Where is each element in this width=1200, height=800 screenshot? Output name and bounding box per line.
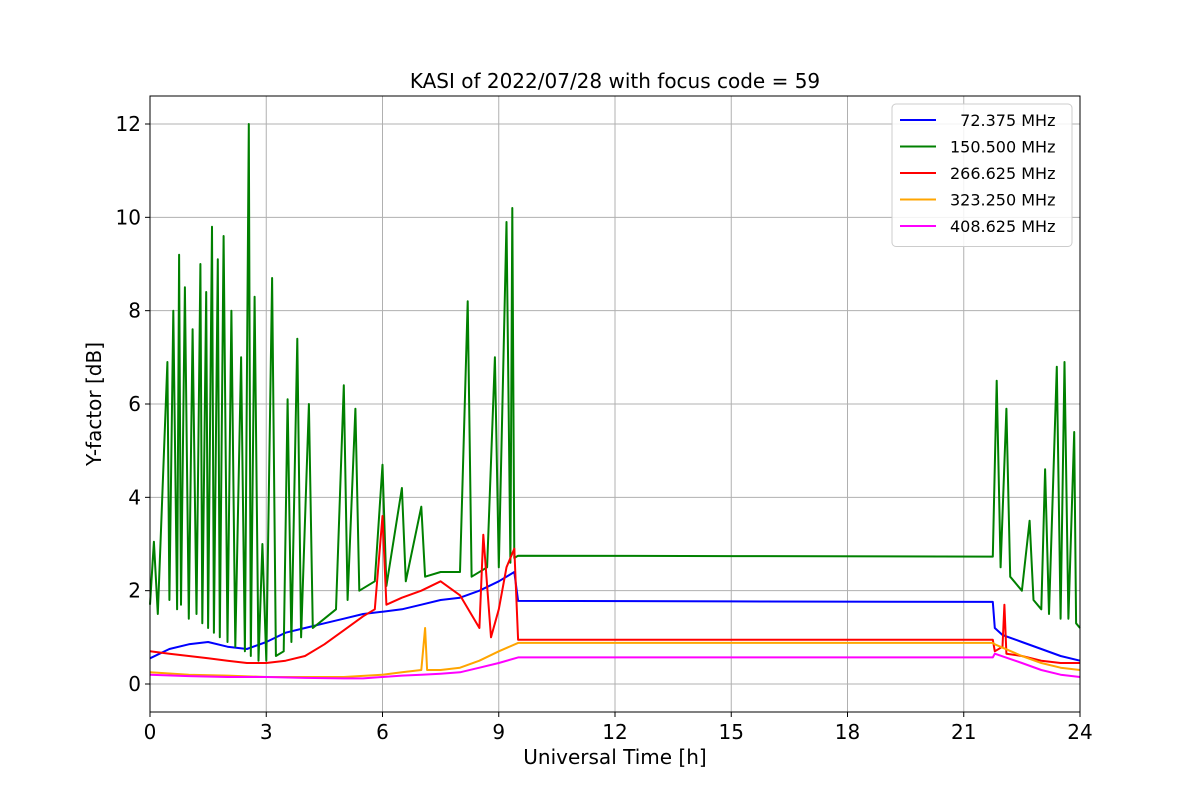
legend-label: 72.375 MHz <box>950 111 1055 130</box>
x-tick-label: 18 <box>835 720 860 744</box>
series-line <box>149 515 1080 664</box>
legend-label: 266.625 MHz <box>950 164 1055 183</box>
x-tick-label: 21 <box>951 720 976 744</box>
y-tick-label: 8 <box>128 299 141 323</box>
x-tick-label: 9 <box>492 720 505 744</box>
y-tick-label: 0 <box>128 672 141 696</box>
legend: 72.375 MHz 150.500 MHz 266.625 MHz 323.250 … <box>891 103 1073 247</box>
chart-title: KASI of 2022/07/28 with focus code = 59 <box>410 69 820 93</box>
x-tick-label: 24 <box>1067 720 1092 744</box>
y-tick-label: 12 <box>116 112 141 136</box>
x-axis-label: Universal Time [h] <box>523 745 706 769</box>
y-axis-label: Y-factor [dB] <box>82 342 106 467</box>
y-tick-label: 4 <box>128 485 141 509</box>
x-tick-label: 6 <box>376 720 389 744</box>
x-tick-label: 15 <box>719 720 744 744</box>
y-tick-label: 6 <box>128 392 141 416</box>
legend-label: 323.250 MHz <box>950 191 1055 210</box>
y-tick-label: 2 <box>128 579 141 603</box>
legend-label: 150.500 MHz <box>950 138 1055 157</box>
x-tick-label: 12 <box>602 720 627 744</box>
series-line <box>149 571 1081 662</box>
x-tick-label: 3 <box>260 720 273 744</box>
series-line <box>149 123 1081 662</box>
series-line <box>149 652 1081 680</box>
y-tick-label: 10 <box>116 205 141 229</box>
y-axis-ticks: 0 2 4 6 8 10 12 <box>116 112 150 696</box>
series-layer <box>149 123 1081 680</box>
legend-box <box>891 103 1073 247</box>
x-axis-ticks: 0 3 6 9 12 15 18 21 24 <box>144 712 1093 744</box>
legend-label: 408.625 MHz <box>950 217 1055 236</box>
x-tick-label: 0 <box>144 720 157 744</box>
